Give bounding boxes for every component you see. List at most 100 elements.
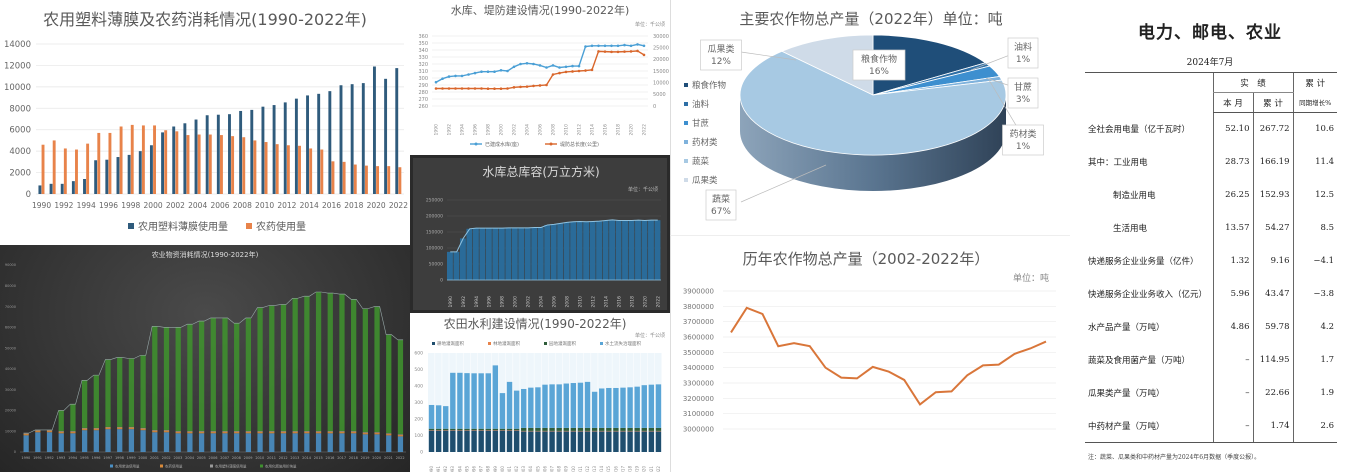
stacked-bar-segment <box>606 387 612 428</box>
stacked-bar-segment <box>222 433 228 452</box>
x-tick-label: 2002 <box>526 296 532 308</box>
bar <box>298 145 301 194</box>
stacked-bar-segment <box>327 431 333 432</box>
stacked-bar-segment <box>304 433 310 452</box>
data-label-box <box>1007 37 1039 69</box>
y-tick-label: 12000 <box>4 61 31 71</box>
stacked-bar-segment <box>315 292 322 432</box>
stacked-bar-segment <box>117 429 123 452</box>
area-bar <box>602 220 609 280</box>
y-tick-label: 60000 <box>5 326 16 330</box>
stacked-bar-segment <box>269 431 275 434</box>
legend-label: 农用柴油使用量 <box>115 464 140 469</box>
data-label-box <box>1002 124 1044 156</box>
stacked-bar-segment <box>175 433 181 452</box>
stacked-bar-segment <box>556 431 562 452</box>
legend-swatch <box>544 342 547 345</box>
x-tick-label: 2000 <box>500 466 505 472</box>
data-point <box>623 43 626 47</box>
x-tick-label: 2019 <box>635 466 640 472</box>
bar <box>119 126 123 194</box>
stacked-bar-segment <box>339 431 345 434</box>
legend-swatch <box>684 102 688 106</box>
data-point <box>636 49 639 53</box>
stacked-bar-segment <box>93 430 99 452</box>
stacked-bar-segment <box>471 430 477 452</box>
x-tick-label: 1994 <box>77 201 96 210</box>
stacked-bar-segment <box>93 428 99 431</box>
data-label-value: 67% <box>711 207 731 217</box>
data-point <box>551 64 555 67</box>
bar <box>387 166 391 194</box>
pie-slice <box>739 50 1007 156</box>
bar <box>272 105 276 194</box>
legend-label: 农药使用量 <box>165 464 183 469</box>
x-tick-label: 2009 <box>244 456 253 460</box>
bar <box>364 165 368 194</box>
stacked-bar-segment <box>210 317 216 432</box>
bar <box>41 144 45 194</box>
x-tick-label: 2022 <box>396 456 405 460</box>
stacked-bar-segment <box>613 387 619 428</box>
bar <box>342 161 346 194</box>
stacked-bar-segment <box>485 428 491 431</box>
x-tick-label: 2006 <box>542 466 547 472</box>
stacked-bar-segment <box>152 432 158 452</box>
data-point <box>447 87 451 90</box>
legend-swatch <box>684 178 688 182</box>
bar <box>127 154 131 194</box>
chart-svg: 历年农作物总产量（2002-2022年） 单位：吨 3000000 3100000 32… <box>683 250 1056 433</box>
x-tick-label: 1998 <box>486 466 491 472</box>
table-row: 水产品产量（万吨） 4.86 59.78 4.2 <box>1085 310 1337 344</box>
cell-growth: 1.9 <box>1292 376 1337 410</box>
bar <box>275 144 279 194</box>
x-tick-label: 2012 <box>585 466 590 472</box>
stacked-bar-segment <box>175 431 181 432</box>
legend-label: 瓜果类 <box>692 175 718 186</box>
bar <box>328 91 332 194</box>
stacked-bar-segment <box>464 428 470 431</box>
x-tick-label: 1997 <box>479 466 484 472</box>
legend-label: 林地灌溉面积 <box>493 340 520 347</box>
y-tick-label: 290 <box>418 83 428 89</box>
x-tick-label: 2020 <box>372 456 381 460</box>
stacked-bar-segment <box>362 434 368 452</box>
table-row: 快递服务企业业务量（亿件） 1.32 9.16 −4.1 <box>1085 244 1337 278</box>
data-label-box <box>700 39 742 71</box>
data-point <box>486 70 490 73</box>
stacked-bar-segment <box>471 373 477 429</box>
stacked-bar-segment <box>535 387 541 428</box>
stacked-bar-segment <box>292 298 298 432</box>
stacked-bar-segment <box>655 384 662 428</box>
stacked-bar-segment <box>58 433 64 452</box>
data-point <box>473 71 477 75</box>
data-point <box>434 80 438 84</box>
stacked-bar-segment <box>93 427 99 429</box>
stacked-bar-segment <box>584 427 591 431</box>
data-point <box>506 87 509 90</box>
cell-cumulative: 9.16 <box>1252 244 1293 278</box>
x-tick-label: 1990 <box>448 296 454 308</box>
stacked-bar-segment <box>478 373 484 429</box>
data-point <box>629 50 633 53</box>
bar <box>320 149 324 194</box>
data-point <box>447 75 451 78</box>
stacked-bar-segment <box>506 381 513 429</box>
x-tick-label: 2020 <box>367 201 386 210</box>
x-tick-label: 2007 <box>220 456 229 460</box>
stacked-bar-segment <box>198 433 205 452</box>
x-tick-label: 2018 <box>627 466 632 472</box>
x-tick-label: 1995 <box>464 466 469 472</box>
y-tick-label: 3700000 <box>683 318 714 326</box>
stacked-bar-segment <box>292 433 298 452</box>
stacked-bar-segment <box>634 431 640 452</box>
legend-swatch <box>600 342 603 345</box>
chart-svg: 农用塑料薄膜及农药消耗情况(1990-2022年) 0 2000 4000 6000 80… <box>4 10 408 233</box>
stacked-bar-segment <box>117 427 123 430</box>
data-point <box>597 50 600 53</box>
x-tick-label: 2008 <box>233 201 252 210</box>
stacked-bar-segment <box>81 427 88 429</box>
x-tick-label: 2011 <box>578 466 583 472</box>
y-tick-label: 0 <box>420 450 423 456</box>
legend-label: 水土流失治理面积 <box>605 340 641 347</box>
